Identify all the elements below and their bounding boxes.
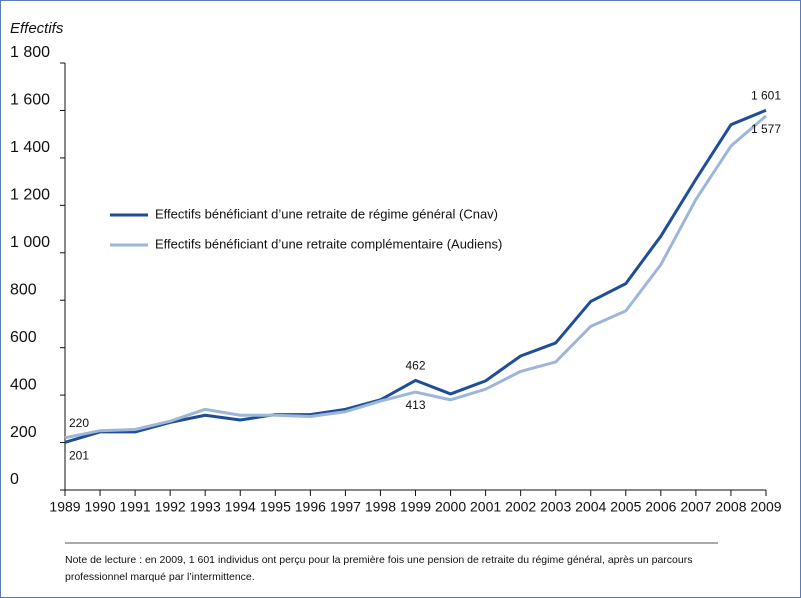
y-tick-label: 1 200 (10, 187, 50, 204)
x-tick-label: 1999 (400, 499, 431, 515)
value-label: 220 (69, 416, 89, 430)
x-tick-label: 2000 (435, 499, 466, 515)
y-tick-label: 200 (10, 424, 37, 441)
x-tick-label: 2009 (750, 499, 781, 515)
x-tick-label: 1995 (260, 499, 291, 515)
x-tick-label: 2004 (575, 499, 606, 515)
legend-label: Effectifs bénéficiant d’une retraite de … (155, 206, 498, 221)
x-tick-label: 2006 (645, 499, 676, 515)
y-tick-label: 1 800 (10, 44, 50, 61)
value-label: 1 577 (751, 122, 781, 136)
series-line (64, 114, 767, 440)
value-label: 201 (69, 448, 89, 462)
x-tick-label: 2008 (715, 499, 746, 515)
y-tick-label: 1 600 (10, 92, 50, 109)
x-tick-label: 1997 (330, 499, 361, 515)
x-tick-label: 2003 (540, 499, 571, 515)
value-label: 462 (405, 359, 425, 373)
x-tick-label: 2007 (680, 499, 711, 515)
x-tick-label: 1989 (49, 499, 80, 515)
legend-label: Effectifs bénéficiant d’une retraite com… (155, 236, 502, 251)
x-tick-label: 1992 (155, 499, 186, 515)
x-tick-label: 2002 (505, 499, 536, 515)
note-line: professionnel marqué par l’intermittence… (65, 571, 255, 583)
x-tick-label: 1993 (190, 499, 221, 515)
y-tick-label: 800 (10, 281, 37, 298)
y-tick-label: 0 (10, 471, 19, 488)
x-tick-label: 2001 (470, 499, 501, 515)
x-tick-label: 2005 (610, 499, 641, 515)
value-label: 1 601 (751, 88, 781, 102)
y-tick-label: 400 (10, 376, 37, 393)
x-tick-label: 1998 (365, 499, 396, 515)
y-tick-label: 1 000 (10, 234, 50, 251)
x-tick-label: 1996 (295, 499, 326, 515)
y-tick-label: 600 (10, 329, 37, 346)
x-tick-label: 1994 (225, 499, 256, 515)
y-tick-label: 1 400 (10, 139, 50, 156)
axis-label: Effectifs (10, 20, 64, 37)
note-line: Note de lecture : en 2009, 1 601 individ… (65, 554, 692, 566)
value-label: 413 (405, 398, 425, 412)
x-tick-label: 1990 (84, 499, 115, 515)
series-line (64, 108, 767, 444)
x-tick-label: 1991 (120, 499, 151, 515)
